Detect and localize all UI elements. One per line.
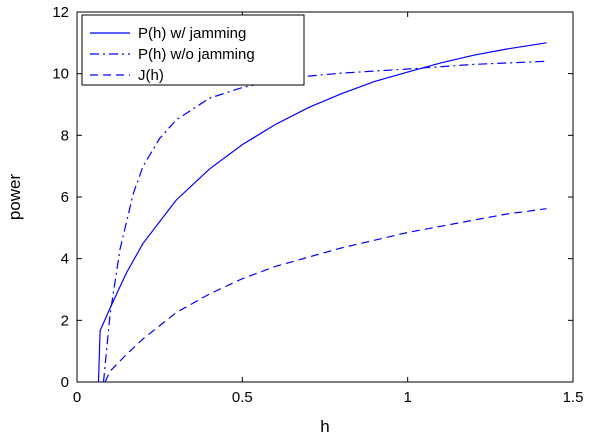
legend: P(h) w/ jamming P(h) w/o jamming J(h) [81,14,305,86]
axis-ticks: 0 0.5 1 1.5 0 2 4 6 8 10 12 [52,4,583,406]
y-axis-label: power [5,174,24,221]
y-tick-label: 6 [61,189,69,206]
x-axis-label: h [320,417,329,436]
series-layer [97,42,547,383]
x-tick-label: 0 [73,389,81,406]
series-line-1 [97,42,547,383]
y-tick-label: 12 [52,4,69,21]
legend-entry-3: J(h) [138,67,164,84]
y-tick-label: 8 [61,127,69,144]
y-tick-label: 4 [61,251,69,268]
y-tick-label: 10 [52,66,69,83]
series-line-3 [104,208,547,383]
y-tick-label: 2 [61,312,69,329]
x-tick-label: 1 [403,389,411,406]
legend-entry-2: P(h) w/o jamming [138,46,255,63]
x-tick-label: 1.5 [563,389,584,406]
legend-box [81,14,305,86]
y-tick-label: 0 [61,374,69,391]
legend-entry-1: P(h) w/ jamming [138,25,246,42]
series-line-2 [102,60,547,383]
x-tick-label: 0.5 [232,389,253,406]
